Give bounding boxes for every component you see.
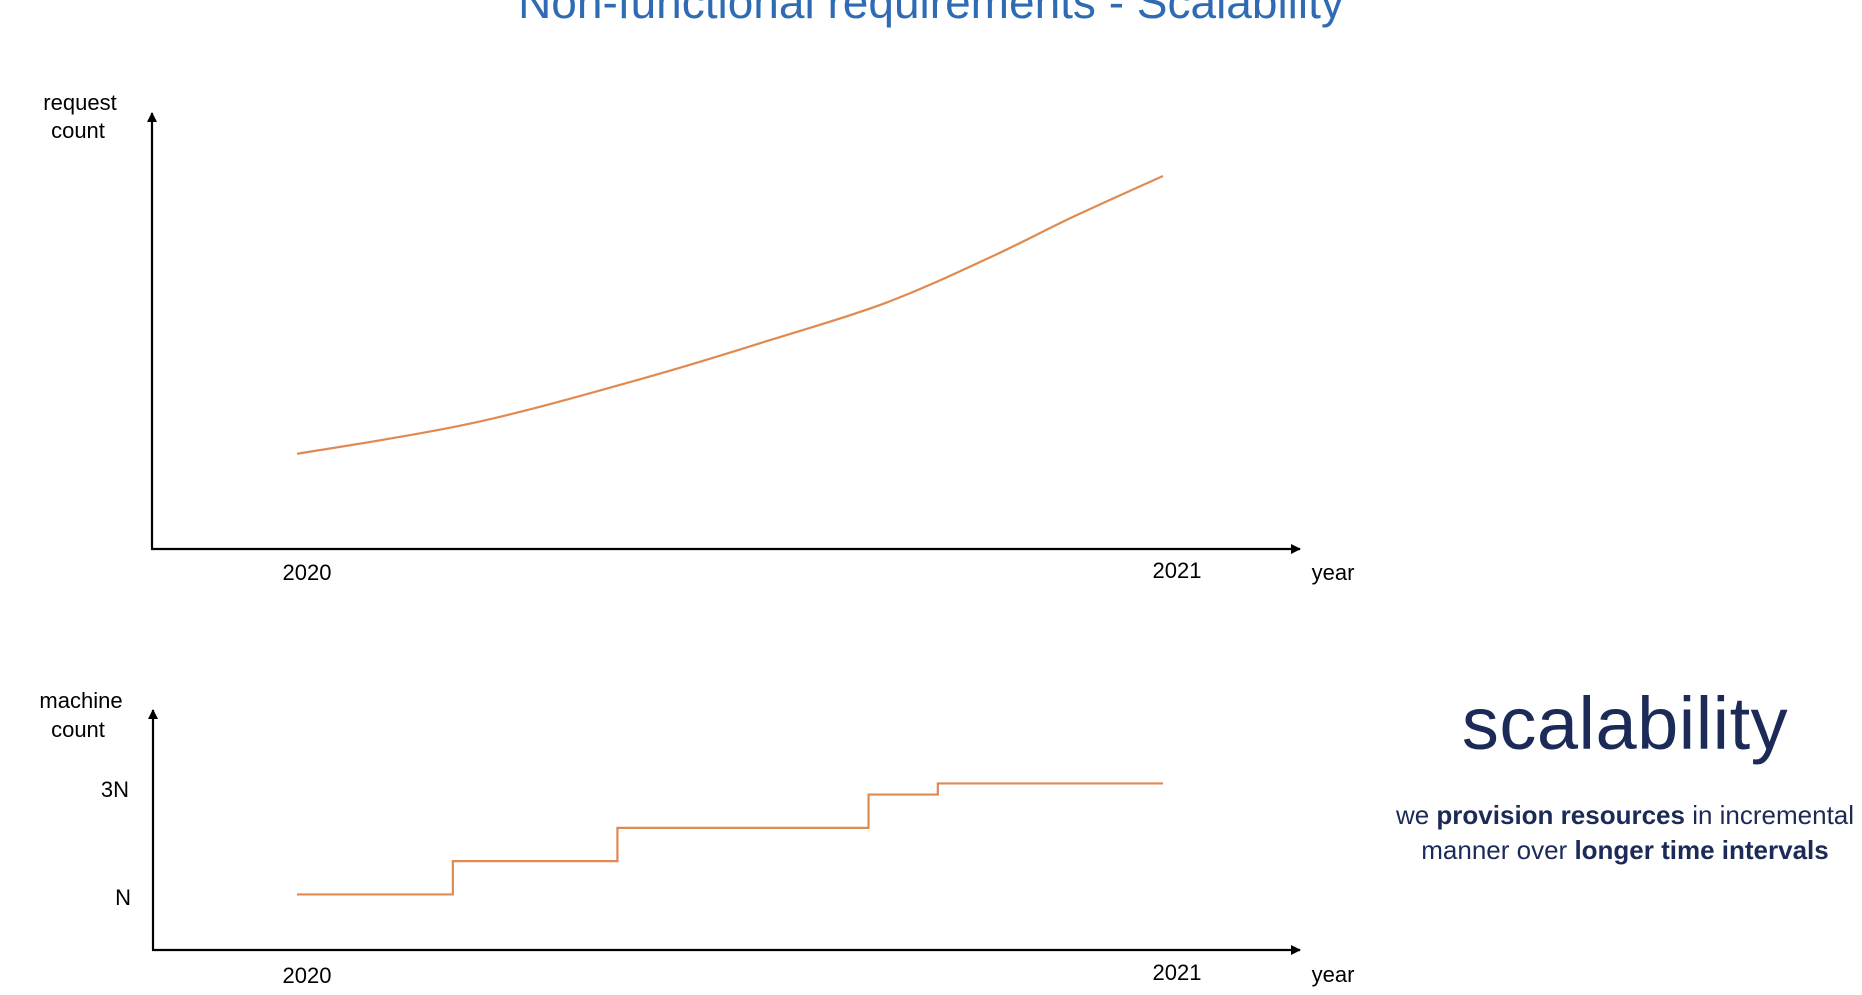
scalability-heading: scalability	[1461, 682, 1789, 765]
request-count-chart: request count 2020 2021 year	[43, 90, 1354, 585]
machine-chart-xlabel: year	[1312, 962, 1355, 987]
request-chart-xlabel: year	[1312, 560, 1355, 585]
machine-chart-xtick-2020: 2020	[283, 963, 332, 988]
request-chart-xtick-2020: 2020	[283, 560, 332, 585]
line1-emphasis: provision resources	[1436, 800, 1685, 830]
slide-title: Non-functional requirements - Scalabilit…	[518, 0, 1344, 28]
machine-chart-ylabel-line2: count	[51, 717, 105, 742]
description-line-2: manner over longer time intervals	[1395, 833, 1855, 868]
machine-chart-ylabel-line1: machine	[39, 688, 122, 713]
description-line-1: we provision resources in incremental	[1395, 798, 1855, 833]
line1-text-end: in incremental	[1684, 800, 1855, 830]
scalability-summary: scalability we provision resources in in…	[1395, 678, 1855, 868]
machine-count-step-line	[297, 782, 1163, 896]
request-chart-ylabel-line1: request	[43, 90, 116, 115]
request-count-curve	[296, 174, 1164, 455]
machine-count-chart: machine count 3N N 2020 2021 year	[39, 688, 1354, 988]
request-chart-ylabel-line2: count	[51, 118, 105, 143]
machine-chart-ytick-3n: 3N	[101, 777, 129, 802]
line2-emphasis: longer time intervals	[1574, 835, 1829, 865]
line1-text-start: we	[1395, 800, 1437, 830]
machine-chart-xtick-2021: 2021	[1153, 960, 1202, 985]
line2-text-start: manner over	[1421, 835, 1575, 865]
request-chart-xtick-2021: 2021	[1153, 558, 1202, 583]
scalability-description: we provision resources in incremental ma…	[1395, 798, 1855, 868]
machine-chart-ytick-n: N	[115, 885, 131, 910]
